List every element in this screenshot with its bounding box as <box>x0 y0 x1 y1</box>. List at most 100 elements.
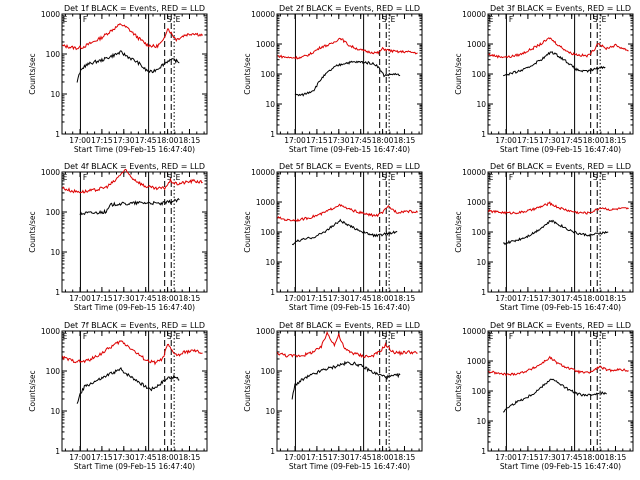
plot-frame <box>61 330 208 452</box>
detector-panel: Det 3f BLACK = Events, RED = LLD 1 10 100 10… <box>454 4 634 154</box>
y-tick-label: 10 <box>476 417 486 426</box>
series-line-events <box>291 218 398 246</box>
event-marker-letter: E <box>602 15 607 24</box>
y-tick-label: 1000 <box>467 357 486 366</box>
panel-title: Det 6f BLACK = Events, RED = LLD <box>490 162 631 171</box>
x-tick-label: 17:15 <box>306 453 328 462</box>
series-line-lld <box>62 340 203 366</box>
x-tick-label: 18:15 <box>179 136 201 145</box>
y-tick-label: 10 <box>50 90 60 99</box>
x-tick-label: 17:15 <box>517 453 539 462</box>
y-tick-label: 1000 <box>256 327 275 336</box>
event-marker-letter: E <box>489 173 494 182</box>
event-marker-letter: S <box>382 173 387 182</box>
x-axis-label: Start Time (09-Feb-15 16:47:40) <box>289 462 410 471</box>
y-axis-label: Counts/sec <box>28 370 37 411</box>
x-axis-label: Start Time (09-Feb-15 16:47:40) <box>289 303 410 312</box>
x-tick-label: 18:00 <box>583 136 605 145</box>
plot-frame <box>276 330 423 452</box>
event-marker-letter: F <box>509 173 513 182</box>
y-axis-label: Counts/sec <box>28 53 37 94</box>
x-tick-label: 17:30 <box>539 294 561 303</box>
y-axis-label: Counts/sec <box>454 53 463 94</box>
panel-title: Det 9f BLACK = Events, RED = LLD <box>490 321 631 330</box>
event-marker-letter: S <box>167 173 172 182</box>
series-line-events <box>503 219 609 246</box>
y-tick-label: 1 <box>270 288 275 297</box>
x-tick-label: 17:00 <box>69 136 91 145</box>
x-tick-label: 17:00 <box>69 294 91 303</box>
series-line-events <box>502 378 607 413</box>
x-tick-label: 17:45 <box>561 136 583 145</box>
event-marker-letter: E <box>489 332 494 341</box>
x-axis-label: Start Time (09-Feb-15 16:47:40) <box>74 462 195 471</box>
x-tick-label: 18:15 <box>605 453 627 462</box>
series-line-events <box>76 367 180 404</box>
detector-panel: Det 6f BLACK = Events, RED = LLD 1 10 100 10… <box>454 162 634 312</box>
y-tick-label: 100 <box>261 228 276 237</box>
x-tick-label: 18:00 <box>372 136 394 145</box>
x-axis-label: Start Time (09-Feb-15 16:47:40) <box>74 303 195 312</box>
y-tick-label: 10 <box>50 407 60 416</box>
y-axis-label: Counts/sec <box>454 370 463 411</box>
y-axis-label: Counts/sec <box>28 211 37 252</box>
x-tick-label: 17:00 <box>284 294 306 303</box>
panel-title: Det 8f BLACK = Events, RED = LLD <box>279 321 420 330</box>
x-tick-label: 18:15 <box>179 294 201 303</box>
series-line-lld <box>488 201 629 215</box>
event-marker-letter: E <box>391 332 396 341</box>
x-tick-label: 17:00 <box>69 453 91 462</box>
x-axis-label: Start Time (09-Feb-15 16:47:40) <box>500 145 621 154</box>
series-line-events <box>76 50 180 83</box>
y-tick-label: 1000 <box>256 40 275 49</box>
x-tick-label: 17:15 <box>306 136 328 145</box>
y-tick-label: 10 <box>265 407 275 416</box>
series-line-lld <box>277 330 418 359</box>
event-marker-letter: S <box>167 15 172 24</box>
series-line-events <box>291 360 401 400</box>
y-tick-label: 100 <box>472 387 487 396</box>
y-tick-label: 10 <box>50 248 60 257</box>
y-tick-label: 10 <box>476 258 486 267</box>
panel-title: Det 1f BLACK = Events, RED = LLD <box>64 4 205 13</box>
panel-title: Det 7f BLACK = Events, RED = LLD <box>64 321 205 330</box>
x-tick-label: 17:15 <box>306 294 328 303</box>
event-marker-letter: S <box>593 173 598 182</box>
series-line-lld <box>62 168 203 194</box>
y-tick-label: 100 <box>46 50 61 59</box>
event-marker-letter: S <box>382 332 387 341</box>
x-axis-label: Start Time (09-Feb-15 16:47:40) <box>289 145 410 154</box>
y-tick-label: 100 <box>261 367 276 376</box>
y-tick-label: 1 <box>481 130 486 139</box>
series-line-lld <box>277 37 418 60</box>
y-tick-label: 1 <box>481 288 486 297</box>
x-tick-label: 17:45 <box>350 294 372 303</box>
y-tick-label: 1 <box>55 447 60 456</box>
x-tick-label: 17:15 <box>91 294 113 303</box>
y-tick-label: 10 <box>265 258 275 267</box>
x-tick-label: 17:30 <box>328 453 350 462</box>
x-tick-label: 17:15 <box>91 136 113 145</box>
series-line-lld <box>488 37 629 59</box>
event-marker-letter: E <box>63 173 68 182</box>
x-tick-label: 17:15 <box>517 136 539 145</box>
y-tick-label: 1 <box>55 130 60 139</box>
y-tick-label: 1 <box>270 447 275 456</box>
y-axis-label: Counts/sec <box>243 53 252 94</box>
y-tick-label: 1 <box>481 447 486 456</box>
event-marker-letter: E <box>176 332 181 341</box>
y-tick-label: 10000 <box>462 327 486 336</box>
x-tick-label: 18:00 <box>157 294 179 303</box>
event-marker-letter: F <box>83 173 87 182</box>
x-tick-label: 18:00 <box>157 453 179 462</box>
x-tick-label: 17:30 <box>539 136 561 145</box>
x-tick-label: 18:15 <box>605 294 627 303</box>
detector-panel: Det 7f BLACK = Events, RED = LLD 1 10 100 10… <box>28 321 208 471</box>
x-tick-label: 17:45 <box>561 294 583 303</box>
x-tick-label: 18:15 <box>394 453 416 462</box>
plot-frame <box>61 171 208 293</box>
x-tick-label: 18:15 <box>394 136 416 145</box>
y-axis-label: Counts/sec <box>454 211 463 252</box>
y-tick-label: 1000 <box>256 198 275 207</box>
y-tick-label: 10 <box>265 100 275 109</box>
